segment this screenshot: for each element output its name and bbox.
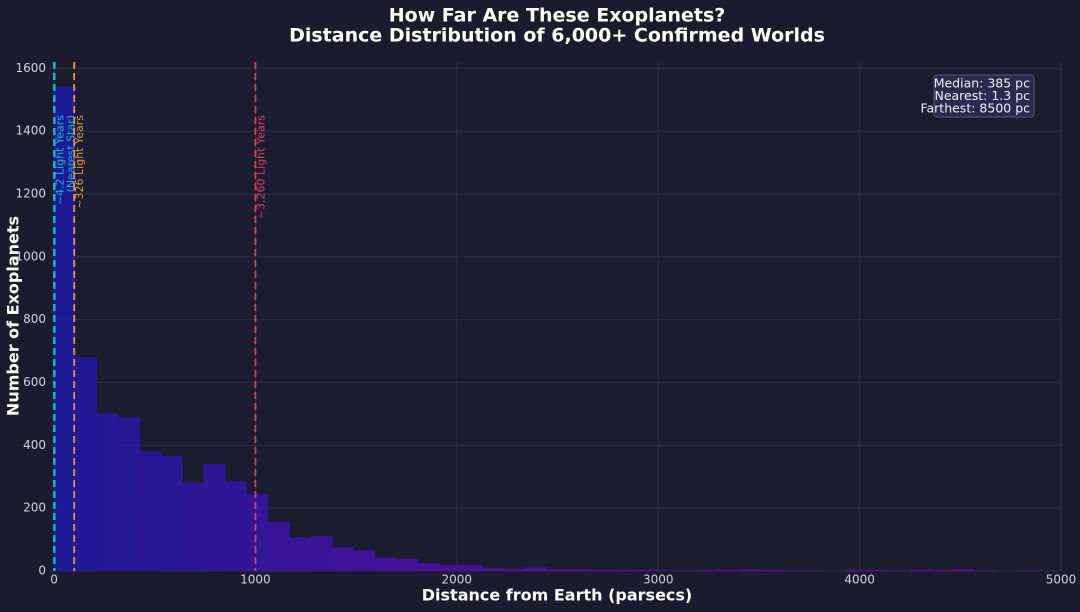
y-axis-label: Number of Exoplanets xyxy=(4,216,23,416)
bar xyxy=(203,463,226,571)
stats-text: Nearest: 1.3 pc xyxy=(934,88,1030,103)
y-tick-label: 1000 xyxy=(15,249,46,263)
chart-title: How Far Are These Exoplanets? xyxy=(389,5,726,27)
chart-subtitle: Distance Distribution of 6,000+ Confirme… xyxy=(289,25,825,47)
bar xyxy=(909,569,932,571)
bar xyxy=(438,565,461,571)
bar xyxy=(866,570,889,571)
bar xyxy=(524,567,547,571)
x-tick-label: 5000 xyxy=(1046,573,1077,587)
x-tick-label: 2000 xyxy=(442,573,473,587)
bar xyxy=(417,562,440,571)
reference-label: ~4.2 Light Years xyxy=(53,115,66,205)
bar xyxy=(631,569,654,571)
bar xyxy=(353,550,376,571)
bar xyxy=(695,570,718,571)
bar xyxy=(396,558,419,571)
bar xyxy=(588,569,611,571)
stats-text: Median: 385 pc xyxy=(934,76,1030,91)
bar xyxy=(224,481,247,571)
bar xyxy=(267,522,290,571)
x-tick-label: 3000 xyxy=(643,573,674,587)
x-tick-label: 4000 xyxy=(844,573,875,587)
bar xyxy=(738,569,761,571)
y-tick-label: 200 xyxy=(23,501,46,515)
stats-box xyxy=(933,74,1035,118)
reference-label: ~326 Light Years xyxy=(73,115,86,209)
x-axis-label: Distance from Earth (parsecs) xyxy=(422,586,693,605)
bar xyxy=(374,557,397,571)
bar xyxy=(503,568,526,571)
x-tick-label: 0 xyxy=(50,573,58,587)
bar xyxy=(117,416,140,571)
bar xyxy=(139,451,162,571)
y-tick-label: 1200 xyxy=(15,186,46,200)
y-tick-label: 400 xyxy=(23,438,46,452)
y-tick-label: 1400 xyxy=(15,124,46,138)
bar xyxy=(845,569,868,571)
bar xyxy=(75,357,98,571)
y-tick-label: 600 xyxy=(23,375,46,389)
bar xyxy=(289,537,312,571)
bar xyxy=(246,493,269,571)
bar xyxy=(182,482,205,571)
y-tick-label: 800 xyxy=(23,312,46,326)
bar xyxy=(567,569,590,571)
stats-text: Farthest: 8500 pc xyxy=(920,101,1030,116)
bar xyxy=(545,569,568,571)
bar xyxy=(717,569,740,571)
bar xyxy=(759,570,782,571)
bar xyxy=(96,413,119,571)
bar xyxy=(952,569,975,571)
x-tick-label: 1000 xyxy=(240,573,271,587)
bar xyxy=(610,570,633,571)
reference-label: ~3,260 Light Years xyxy=(254,115,267,219)
y-tick-label: 1600 xyxy=(15,61,46,75)
y-tick-label: 0 xyxy=(38,564,46,578)
bar xyxy=(331,547,354,571)
bar xyxy=(460,565,483,571)
bar xyxy=(160,456,183,571)
bar xyxy=(481,568,504,571)
bar xyxy=(310,536,333,571)
bar xyxy=(931,570,954,571)
